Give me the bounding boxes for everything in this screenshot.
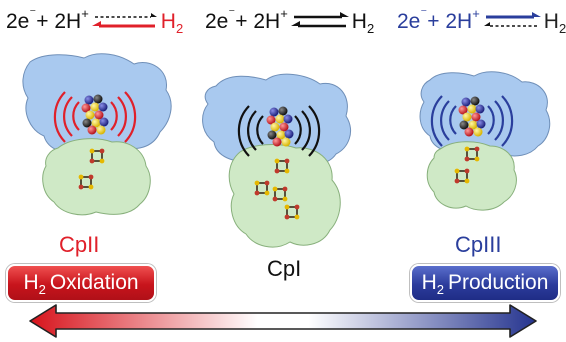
badge-h-text: H [421, 271, 437, 294]
hydrogen-text: H [160, 10, 176, 33]
electron-charge: ⁻ [29, 5, 37, 20]
cpii-protein [22, 53, 172, 216]
electrons-text: 2e [6, 10, 30, 33]
electrons-text: 2e [205, 10, 229, 33]
badge-text: Oxidation [49, 271, 139, 294]
h2-oxidation-badge: H 2 Oxidation [6, 264, 156, 302]
hydrogen-text: H [543, 10, 559, 33]
hydrogen-text: H [351, 10, 367, 33]
cpii-label: CpII [59, 232, 100, 257]
badge-text: Production [448, 271, 549, 294]
electrons-text: 2e [397, 10, 421, 33]
badge-h-subscript: 2 [38, 281, 46, 297]
activity-spectrum-arrow-icon [29, 304, 537, 338]
proton-charge: + [472, 5, 480, 21]
h2-production-badge: H 2 Production [410, 264, 560, 302]
cpiii-activity-waves [430, 95, 514, 147]
electron-charge: ⁻ [420, 5, 428, 20]
cpiii-accessory-domain [426, 141, 517, 211]
cpi-activity-waves [237, 105, 321, 157]
cpiii-catalytic-domain [419, 71, 551, 159]
cpiii-label: CpIII [455, 232, 502, 257]
proton-charge: + [81, 5, 89, 21]
cpii-activity-waves [53, 91, 137, 143]
oxidation-equilibrium-arrow-icon [91, 13, 157, 28]
electron-charge: ⁻ [228, 5, 236, 20]
protons-text: + 2H [235, 10, 281, 33]
cpi-label: CpI [267, 256, 302, 281]
badge-h-text: H [23, 271, 39, 294]
cpiii-protein [419, 71, 551, 211]
hydrogen-subscript: 2 [366, 20, 375, 36]
production-equilibrium-arrow-icon [483, 12, 541, 27]
bidirectional-equilibrium-arrow-icon [290, 12, 349, 28]
cpi-protein [202, 73, 351, 248]
protons-text: + 2H [36, 10, 82, 33]
cpii-accessory-domain [42, 138, 151, 216]
badge-h-subscript: 2 [436, 281, 444, 297]
hydrogen-subscript: 2 [175, 20, 184, 36]
protons-text: + 2H [427, 10, 473, 33]
proton-charge: + [280, 5, 288, 21]
hydrogen-subscript: 2 [558, 20, 566, 36]
